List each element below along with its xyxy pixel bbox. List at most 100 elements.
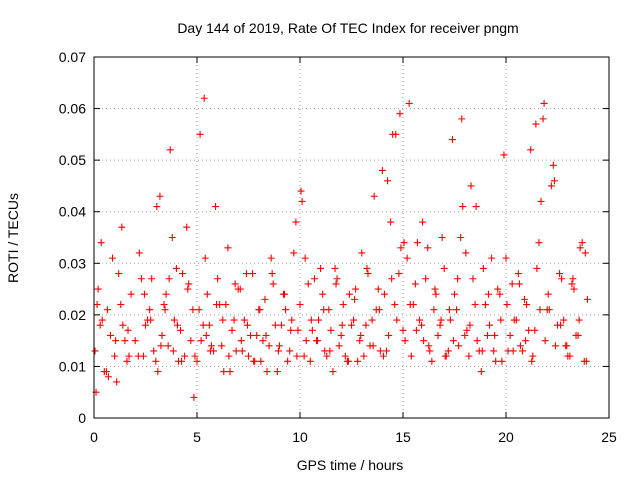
- data-point: [225, 352, 233, 360]
- data-point: [117, 301, 125, 309]
- data-point: [170, 316, 178, 324]
- data-point: [508, 280, 516, 288]
- data-point: [274, 347, 282, 355]
- data-point: [540, 99, 548, 107]
- data-point: [203, 290, 211, 298]
- data-point: [403, 254, 411, 262]
- data-point: [273, 368, 281, 376]
- data-point: [91, 347, 99, 355]
- data-point: [237, 337, 245, 345]
- data-point: [431, 285, 439, 293]
- data-point: [331, 264, 339, 272]
- data-point: [183, 223, 191, 231]
- data-point: [354, 357, 362, 365]
- data-point: [430, 306, 438, 314]
- data-point: [228, 326, 236, 334]
- data-point: [368, 316, 376, 324]
- data-point: [384, 177, 392, 185]
- data-point: [193, 357, 201, 365]
- data-point: [308, 326, 316, 334]
- data-point: [502, 254, 510, 262]
- data-point: [304, 280, 312, 288]
- data-point: [177, 326, 185, 334]
- data-point: [284, 357, 292, 365]
- data-point: [578, 239, 586, 247]
- y-tick-label: 0.03: [59, 255, 86, 271]
- data-point: [201, 254, 209, 262]
- data-point: [332, 280, 340, 288]
- data-point: [537, 197, 545, 205]
- data-point: [164, 342, 172, 350]
- data-point: [231, 280, 239, 288]
- data-point: [401, 337, 409, 345]
- data-point: [415, 316, 423, 324]
- data-point: [158, 331, 166, 339]
- data-point: [533, 264, 541, 272]
- data-point: [560, 316, 568, 324]
- data-point: [263, 368, 271, 376]
- data-point: [405, 99, 413, 107]
- y-tick-label: 0.07: [59, 49, 86, 65]
- data-point: [514, 270, 522, 278]
- data-point: [172, 264, 180, 272]
- data-point: [242, 270, 250, 278]
- data-point: [486, 321, 494, 329]
- data-point: [479, 264, 487, 272]
- data-point: [545, 306, 553, 314]
- data-point: [471, 301, 479, 309]
- data-point: [532, 120, 540, 128]
- data-point: [199, 321, 207, 329]
- data-point: [348, 321, 355, 329]
- data-point: [306, 357, 314, 365]
- data-point: [412, 326, 420, 334]
- data-point: [356, 337, 364, 345]
- data-point: [315, 316, 323, 324]
- data-point: [131, 337, 139, 345]
- data-point: [581, 249, 589, 257]
- data-point: [268, 270, 276, 278]
- y-axis-label: ROTI / TECUs: [5, 193, 21, 283]
- data-point: [406, 301, 414, 309]
- data-point: [525, 326, 533, 334]
- data-point: [376, 347, 384, 355]
- data-point: [437, 316, 445, 324]
- data-point: [370, 192, 378, 200]
- data-point: [256, 306, 264, 314]
- data-point: [466, 321, 474, 329]
- data-point: [257, 357, 265, 365]
- data-point: [168, 234, 176, 241]
- plot-frame: [93, 56, 610, 419]
- data-point: [335, 342, 343, 350]
- data-point: [281, 290, 289, 298]
- data-point: [142, 321, 149, 329]
- x-tick-label: 10: [292, 429, 308, 445]
- data-point: [438, 234, 446, 241]
- data-point: [575, 316, 583, 324]
- data-point: [358, 249, 366, 257]
- data-point: [523, 301, 531, 309]
- data-point: [400, 239, 408, 247]
- data-point: [326, 347, 334, 355]
- data-point: [360, 352, 368, 360]
- data-point: [146, 306, 154, 314]
- y-tick-label: 0.06: [59, 101, 86, 117]
- data-point: [483, 331, 491, 339]
- data-point: [104, 373, 112, 381]
- data-point: [337, 331, 345, 339]
- data-point: [277, 321, 285, 329]
- data-point: [392, 130, 400, 138]
- data-point: [213, 301, 221, 309]
- data-point: [135, 249, 143, 257]
- data-point: [379, 352, 387, 360]
- data-point: [512, 316, 520, 324]
- data-point: [153, 203, 161, 211]
- data-point: [352, 285, 360, 293]
- data-point: [462, 249, 470, 257]
- y-tick-label: 0.04: [59, 204, 86, 220]
- data-point: [314, 337, 322, 345]
- data-point: [288, 316, 296, 324]
- data-point: [333, 275, 341, 283]
- data-point: [503, 301, 511, 309]
- data-point: [197, 337, 205, 345]
